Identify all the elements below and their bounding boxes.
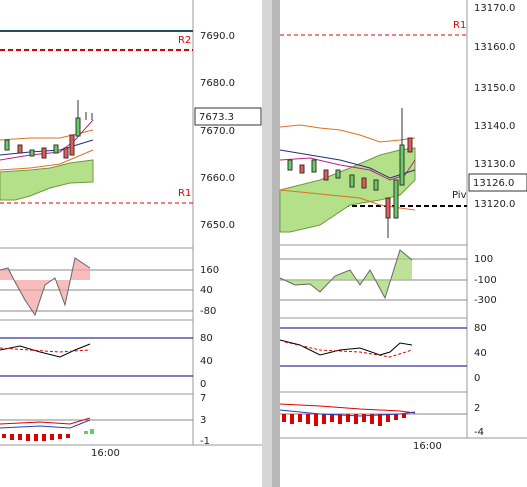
cloud <box>279 147 416 233</box>
ma-line <box>279 157 416 181</box>
indicator-label: 100 <box>474 254 493 265</box>
price-label: 7660.0 <box>200 173 235 184</box>
indicator-label: 160 <box>200 265 219 276</box>
price-tag <box>194 107 262 126</box>
cloud <box>0 159 94 201</box>
indicator-curve <box>284 341 413 358</box>
price-label: 13130.0 <box>474 159 515 170</box>
indicator-curve <box>279 403 416 414</box>
indicator-label: -300 <box>474 295 497 306</box>
price-label: 13120.0 <box>474 199 515 210</box>
ma-line <box>0 119 94 161</box>
indicator-label: 3 <box>200 415 206 426</box>
right-chart: 13126.0 13170.0 13160.0 13150.0 13140.0 … <box>279 0 527 452</box>
indicator-label: 7 <box>200 393 206 404</box>
indicator-curve <box>0 343 91 358</box>
price-label: 13150.0 <box>474 83 515 94</box>
level-label: R2 <box>178 35 191 46</box>
price-label: 7670.0 <box>200 126 235 137</box>
indicator-label: 40 <box>200 285 213 296</box>
current-price: 7673.3 <box>199 112 234 123</box>
indicator-label: -100 <box>474 275 497 286</box>
time-label: 16:00 <box>413 441 442 452</box>
level-label: Piv <box>452 190 467 201</box>
indicator-curve <box>0 257 91 317</box>
indicator-label: 80 <box>200 333 213 344</box>
indicator-curve <box>0 417 91 425</box>
band-line <box>0 149 94 171</box>
level-label: R1 <box>178 188 191 199</box>
indicator-curve <box>279 339 413 356</box>
current-price: 13126.0 <box>473 178 514 189</box>
indicator-label: 80 <box>474 323 487 334</box>
price-tag <box>468 173 527 192</box>
indicator-label: 40 <box>474 348 487 359</box>
indicator-label: 0 <box>200 379 206 390</box>
window-shadow <box>272 0 280 487</box>
indicator-label: 40 <box>200 356 213 367</box>
time-label: 16:00 <box>91 448 120 459</box>
band-line <box>279 189 416 211</box>
indicator-label: 2 <box>474 403 480 414</box>
candles <box>4 100 93 159</box>
indicator-label: 0 <box>474 373 480 384</box>
indicator-curve <box>0 419 91 429</box>
price-label: 7680.0 <box>200 78 235 89</box>
indicator-label: -4 <box>474 427 484 438</box>
indicator-curve <box>0 347 91 353</box>
indicator-label: -1 <box>200 436 210 447</box>
left-chart: 7673.3 7690.0 7680.0 7670.0 7660.0 7650.… <box>0 0 262 459</box>
histogram <box>282 414 406 426</box>
indicator-curve <box>279 409 416 417</box>
price-label: 7650.0 <box>200 220 235 231</box>
indicator-curve <box>279 249 413 300</box>
histogram <box>2 429 94 441</box>
level-label: R1 <box>453 20 466 31</box>
price-label: 7690.0 <box>200 31 235 42</box>
price-label: 13170.0 <box>474 3 515 14</box>
ma-line <box>279 149 416 179</box>
price-label: 13140.0 <box>474 121 515 132</box>
indicator-label: -80 <box>200 306 216 317</box>
price-label: 13160.0 <box>474 42 515 53</box>
band-line <box>279 124 416 143</box>
candles <box>287 108 413 238</box>
